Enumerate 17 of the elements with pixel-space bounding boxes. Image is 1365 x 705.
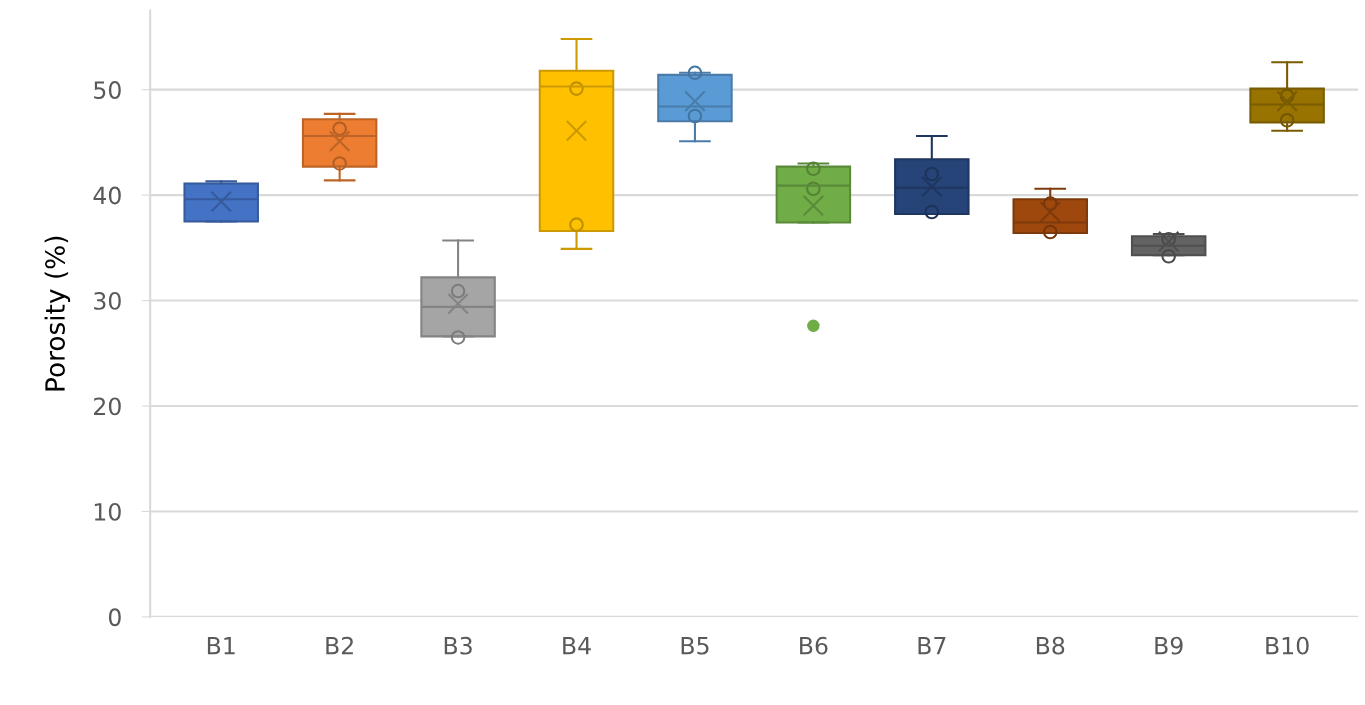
y-tick-label: 20 <box>94 397 121 416</box>
x-tick-label: B2 <box>326 636 353 655</box>
x-tick-label: B4 <box>563 637 591 655</box>
y-tick-label: 0 <box>108 608 121 627</box>
x-tick-label: B5 <box>681 637 709 655</box>
y-tick-label: 30 <box>94 291 121 310</box>
x-tick-label: B9 <box>1155 636 1183 655</box>
x-tick-label: B7 <box>918 637 946 655</box>
y-tick-label: 40 <box>93 186 121 205</box>
x-tick-label: B6 <box>800 636 828 655</box>
y-tick-label: 10 <box>94 502 121 521</box>
x-tick-label: B10 <box>1266 636 1309 655</box>
x-tick-label: B1 <box>207 637 235 655</box>
y-tick-label: 50 <box>94 81 121 99</box>
x-tick-label: B3 <box>444 636 472 655</box>
y-axis-title: Porosity (%) <box>44 236 71 391</box>
x-tick-label: B8 <box>1036 636 1065 655</box>
